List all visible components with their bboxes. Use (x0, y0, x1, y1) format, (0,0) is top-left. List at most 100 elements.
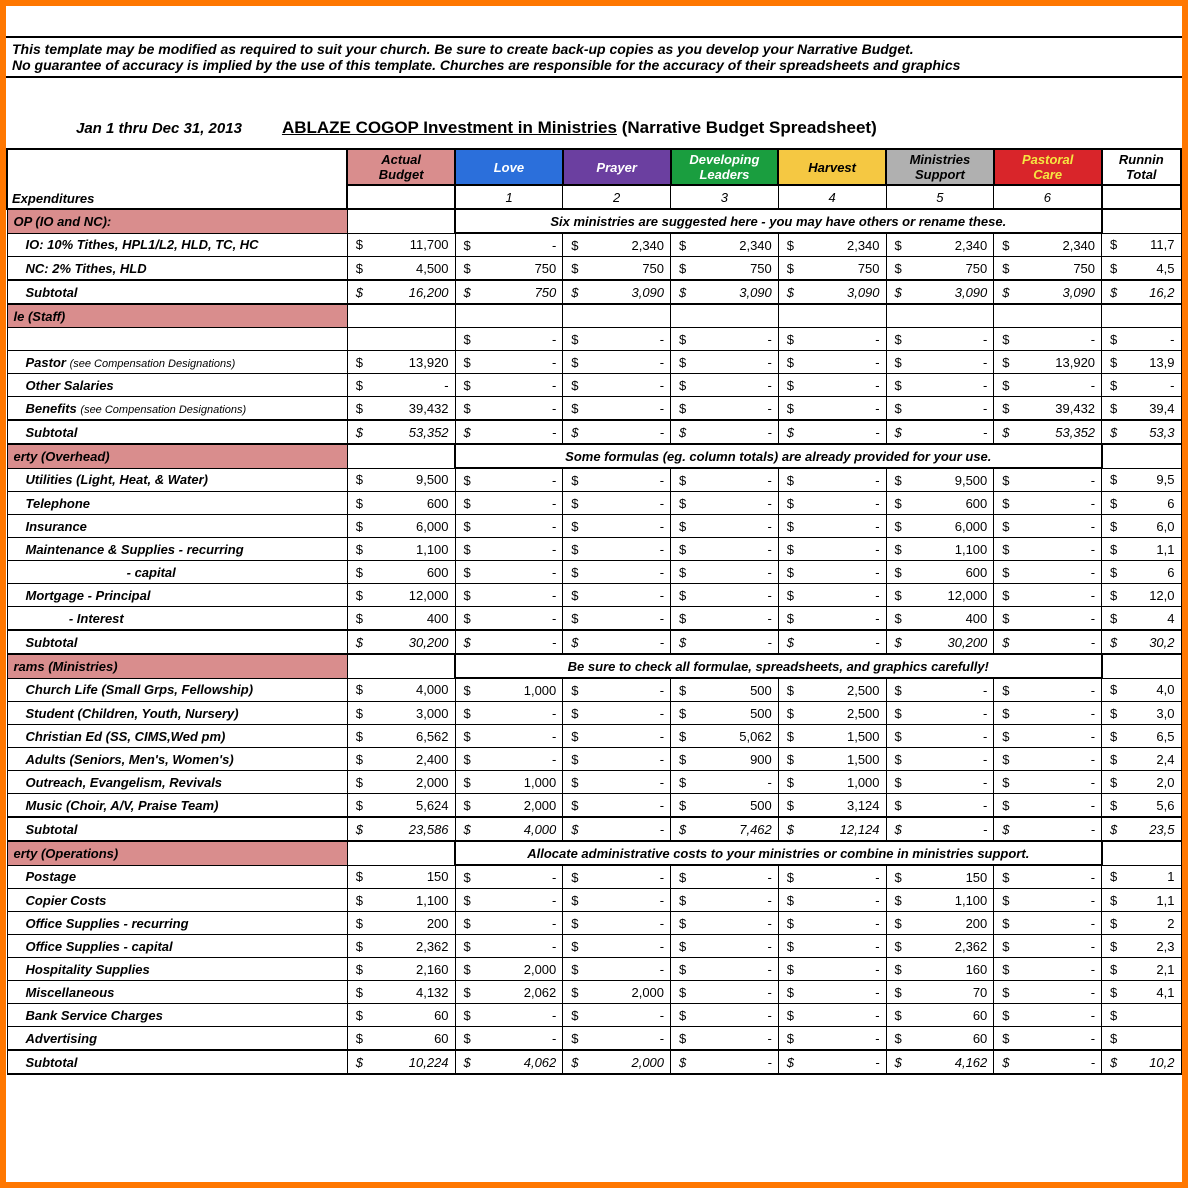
row-label (7, 328, 347, 351)
cell: - (994, 468, 1102, 492)
cell: - (455, 538, 563, 561)
cell: 200 (347, 912, 455, 935)
cell: - (563, 374, 671, 397)
cell: - (886, 748, 994, 771)
cell: 600 (886, 492, 994, 515)
cell: - (778, 889, 886, 912)
cell: - (886, 794, 994, 818)
cell: - (886, 374, 994, 397)
row-label: Music (Choir, A/V, Praise Team) (7, 794, 347, 818)
cell: 1,1 (1102, 538, 1181, 561)
cell: 3,000 (347, 702, 455, 725)
col-c3: Prayer (563, 149, 671, 185)
cell: 2,062 (455, 981, 563, 1004)
cell: 6,000 (347, 515, 455, 538)
subtotal-label: Subtotal (7, 630, 347, 654)
subtotal-cell: - (671, 1050, 779, 1074)
cell: - (455, 865, 563, 889)
cell: 13,9 (1102, 351, 1181, 374)
row-label: Office Supplies - capital (7, 935, 347, 958)
cell: 4 (1102, 607, 1181, 631)
cell: - (671, 889, 779, 912)
cell: - (671, 981, 779, 1004)
budget-table: ExpendituresActualBudgetLovePrayerDevelo… (6, 148, 1182, 1075)
title-bar: Jan 1 thru Dec 31, 2013 ABLAZE COGOP Inv… (6, 118, 1182, 148)
row-label: Pastor (see Compensation Designations) (7, 351, 347, 374)
col-c8: RunninTotal (1102, 149, 1181, 185)
cell: - (994, 1027, 1102, 1051)
cell: - (455, 492, 563, 515)
cell: - (671, 468, 779, 492)
subtotal-cell: - (778, 420, 886, 444)
cell: - (886, 397, 994, 421)
subtotal-cell: 53,3 (1102, 420, 1181, 444)
cell: 2,340 (994, 233, 1102, 257)
row-label: Mortgage - Principal (7, 584, 347, 607)
cell: - (455, 748, 563, 771)
row-label: Office Supplies - recurring (7, 912, 347, 935)
cell: - (563, 561, 671, 584)
cell: - (455, 912, 563, 935)
cell: - (671, 771, 779, 794)
cell: 1,100 (347, 889, 455, 912)
disclaimer: This template may be modified as require… (6, 36, 1182, 78)
cell: - (778, 1004, 886, 1027)
cell: - (778, 328, 886, 351)
cell: 11,700 (347, 233, 455, 257)
cell: - (994, 865, 1102, 889)
cell: - (671, 328, 779, 351)
cell: - (994, 678, 1102, 702)
subtotal-cell: - (455, 420, 563, 444)
cell: 9,500 (347, 468, 455, 492)
cell: - (455, 935, 563, 958)
cell: - (455, 351, 563, 374)
cell: 70 (886, 981, 994, 1004)
cell: 600 (886, 561, 994, 584)
cell: - (671, 397, 779, 421)
cell: 1,500 (778, 725, 886, 748)
cell: 4,0 (1102, 678, 1181, 702)
cell: 2,000 (455, 958, 563, 981)
cell: 3,124 (778, 794, 886, 818)
row-label: Bank Service Charges (7, 1004, 347, 1027)
cell: - (671, 935, 779, 958)
section-header: le (Staff) (7, 304, 347, 328)
cell: - (671, 561, 779, 584)
cell: - (1102, 328, 1181, 351)
section-header: erty (Operations) (7, 841, 347, 865)
subtotal-cell: 7,462 (671, 817, 779, 841)
subtotal-cell: - (778, 1050, 886, 1074)
cell: - (886, 702, 994, 725)
cell: - (671, 584, 779, 607)
date-range: Jan 1 thru Dec 31, 2013 (76, 120, 242, 137)
subtotal-cell: - (563, 817, 671, 841)
row-label: Hospitality Supplies (7, 958, 347, 981)
cell: - (563, 328, 671, 351)
disclaimer-line2: No guarantee of accuracy is implied by t… (12, 57, 1176, 73)
cell: 2,362 (886, 935, 994, 958)
cell: 2,000 (347, 771, 455, 794)
cell: - (455, 702, 563, 725)
cell: - (994, 492, 1102, 515)
subtotal-cell: 30,200 (886, 630, 994, 654)
cell: - (563, 515, 671, 538)
cell: - (994, 725, 1102, 748)
cell: 2,340 (563, 233, 671, 257)
cell: 39,4 (1102, 397, 1181, 421)
cell: - (563, 1004, 671, 1027)
col-c7: PastoralCare (994, 149, 1102, 185)
cell: - (994, 889, 1102, 912)
row-label: Church Life (Small Grps, Fellowship) (7, 678, 347, 702)
cell: 6 (1102, 492, 1181, 515)
row-label: Utilities (Light, Heat, & Water) (7, 468, 347, 492)
subtotal-label: Subtotal (7, 420, 347, 444)
main-title: ABLAZE COGOP Investment in Ministries (N… (282, 118, 877, 138)
col-c6: MinistriesSupport (886, 149, 994, 185)
cell: - (671, 1027, 779, 1051)
row-label: Other Salaries (7, 374, 347, 397)
cell: 2,500 (778, 702, 886, 725)
cell: - (563, 889, 671, 912)
cell: - (994, 702, 1102, 725)
row-label: Postage (7, 865, 347, 889)
row-label: Telephone (7, 492, 347, 515)
